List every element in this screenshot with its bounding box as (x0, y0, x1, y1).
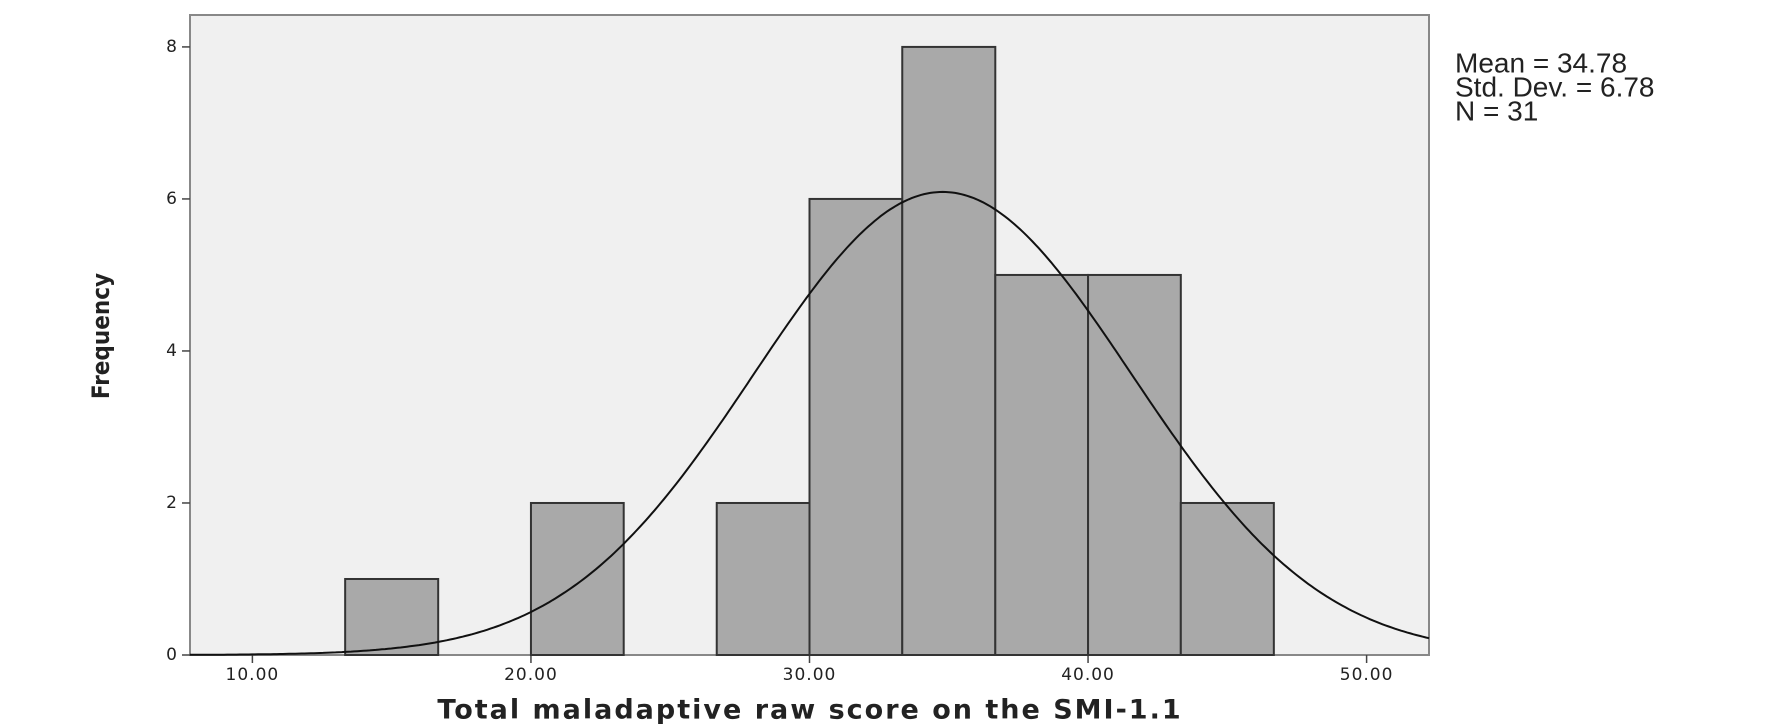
bar (808, 197, 904, 656)
bar (715, 501, 811, 656)
x-tick-label: 10.00 (226, 665, 280, 685)
x-tick-label: 20.00 (504, 665, 558, 685)
y-tick-label: 8 (166, 37, 178, 57)
stat-annotation: Mean = 34.78 (1455, 47, 1627, 78)
bar (1087, 273, 1182, 656)
bar (1179, 501, 1275, 656)
y-tick-label: 2 (166, 493, 178, 513)
stat-annotation: N = 31 (1455, 95, 1538, 126)
bar (994, 273, 1090, 656)
x-axis-label: Total maladaptive raw score on the SMI-1… (437, 695, 1182, 726)
y-tick-label: 6 (166, 189, 178, 209)
normal-curve (190, 190, 1430, 656)
x-tick-label: 40.00 (1061, 665, 1115, 685)
bar (344, 577, 440, 656)
x-tick-label: 30.00 (783, 665, 837, 685)
x-tick-label: 50.00 (1340, 665, 1394, 685)
stat-annotation: Std. Dev. = 6.78 (1455, 71, 1655, 102)
bar (529, 501, 625, 656)
y-tick-label: 4 (166, 341, 178, 361)
y-axis-label: Frequency (87, 273, 115, 399)
y-tick-label: 0 (166, 645, 178, 665)
bar (901, 45, 997, 656)
